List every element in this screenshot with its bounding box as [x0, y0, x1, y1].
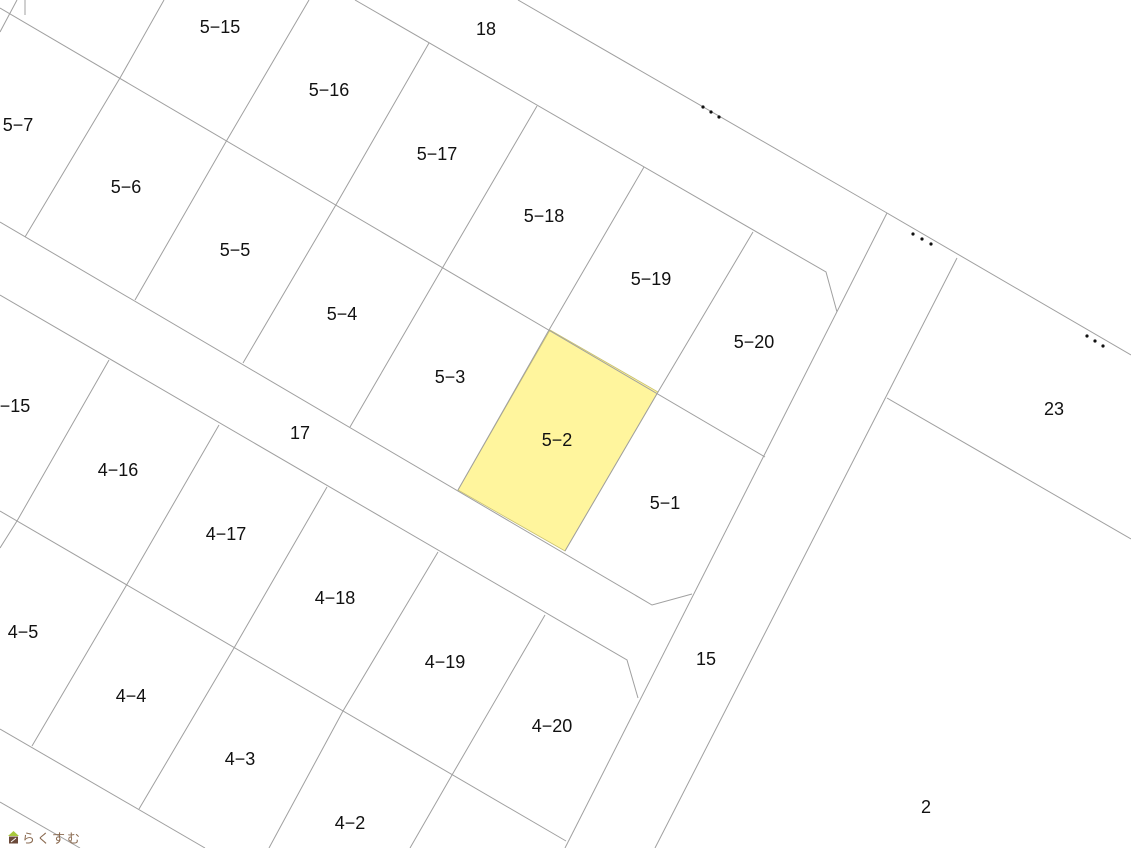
parcel-boundary: [24, 0, 165, 238]
parcel-label[interactable]: 4−17: [206, 524, 247, 544]
parcel-label-highlighted[interactable]: 5−2: [542, 430, 573, 450]
boundary-continuation-dots: [701, 105, 1105, 348]
parcel-labels: 5−15 18 5−16 5−7 5−17 5−6 5−18 5−5 5−19 …: [0, 17, 1064, 833]
house-icon: [8, 831, 19, 844]
parcel-label[interactable]: 2: [921, 797, 931, 817]
road-label[interactable]: 17: [290, 423, 310, 443]
parcel-label[interactable]: 5−1: [650, 493, 681, 513]
parcel-label[interactable]: 5−3: [435, 367, 466, 387]
parcel-label[interactable]: 5−7: [3, 115, 34, 135]
parcel-label[interactable]: 4−2: [335, 813, 366, 833]
parcel-label[interactable]: 5−20: [734, 332, 775, 352]
block-5-middle-line: [0, 7, 766, 458]
parcel-boundary: [242, 42, 430, 364]
parcel-label[interactable]: 5−6: [111, 177, 142, 197]
parcel-label[interactable]: 4−16: [98, 460, 139, 480]
road-15-east-edge: [654, 257, 958, 848]
parcel-boundary: [0, 0, 18, 33]
parcel-boundary: [0, 801, 81, 848]
parcel-label[interactable]: 4−4: [116, 686, 147, 706]
parcel-label[interactable]: 23: [1044, 399, 1064, 419]
parcel-boundary: [349, 105, 538, 428]
parcel-boundary: [268, 551, 439, 848]
parcel-label[interactable]: 4−20: [532, 716, 573, 736]
parcel-label[interactable]: 5−18: [524, 206, 565, 226]
parcel-label[interactable]: −15: [0, 396, 30, 416]
parcel-boundary: [409, 614, 546, 848]
parcel-label[interactable]: 5−17: [417, 144, 458, 164]
parcel-boundary: [31, 424, 220, 747]
parcel-boundary: [0, 359, 110, 549]
parcel-23-boundary: [886, 397, 1131, 540]
parcel-label[interactable]: 4−3: [225, 749, 256, 769]
road-17-north-edge: [0, 221, 693, 606]
road-label[interactable]: 15: [696, 649, 716, 669]
parcel-boundary: [457, 166, 645, 491]
parcel-boundary: [0, 728, 206, 848]
parcel-boundary: [138, 486, 328, 810]
parcel-label[interactable]: 4−18: [315, 588, 356, 608]
block-4-middle-line: [0, 510, 567, 842]
logo: らくすむ: [8, 828, 82, 847]
road-15-west-edge: [564, 212, 888, 848]
road-17-south-edge: [0, 294, 639, 699]
parcel-label[interactable]: 5−15: [200, 17, 241, 37]
road-label[interactable]: 18: [476, 19, 496, 39]
parcel-label[interactable]: 5−19: [631, 269, 672, 289]
logo-text: らくすむ: [22, 832, 83, 847]
parcel-label[interactable]: 5−5: [220, 240, 251, 260]
parcel-boundary: [564, 231, 754, 552]
road-18-north-edge: [517, 0, 1131, 356]
parcel-label[interactable]: 4−5: [8, 622, 39, 642]
parcel-boundary: [134, 0, 310, 301]
parcel-label[interactable]: 5−16: [309, 80, 350, 100]
parcel-label[interactable]: 5−4: [327, 304, 358, 324]
road-18-south-edge: [354, 0, 838, 313]
parcel-label[interactable]: 4−19: [425, 652, 466, 672]
